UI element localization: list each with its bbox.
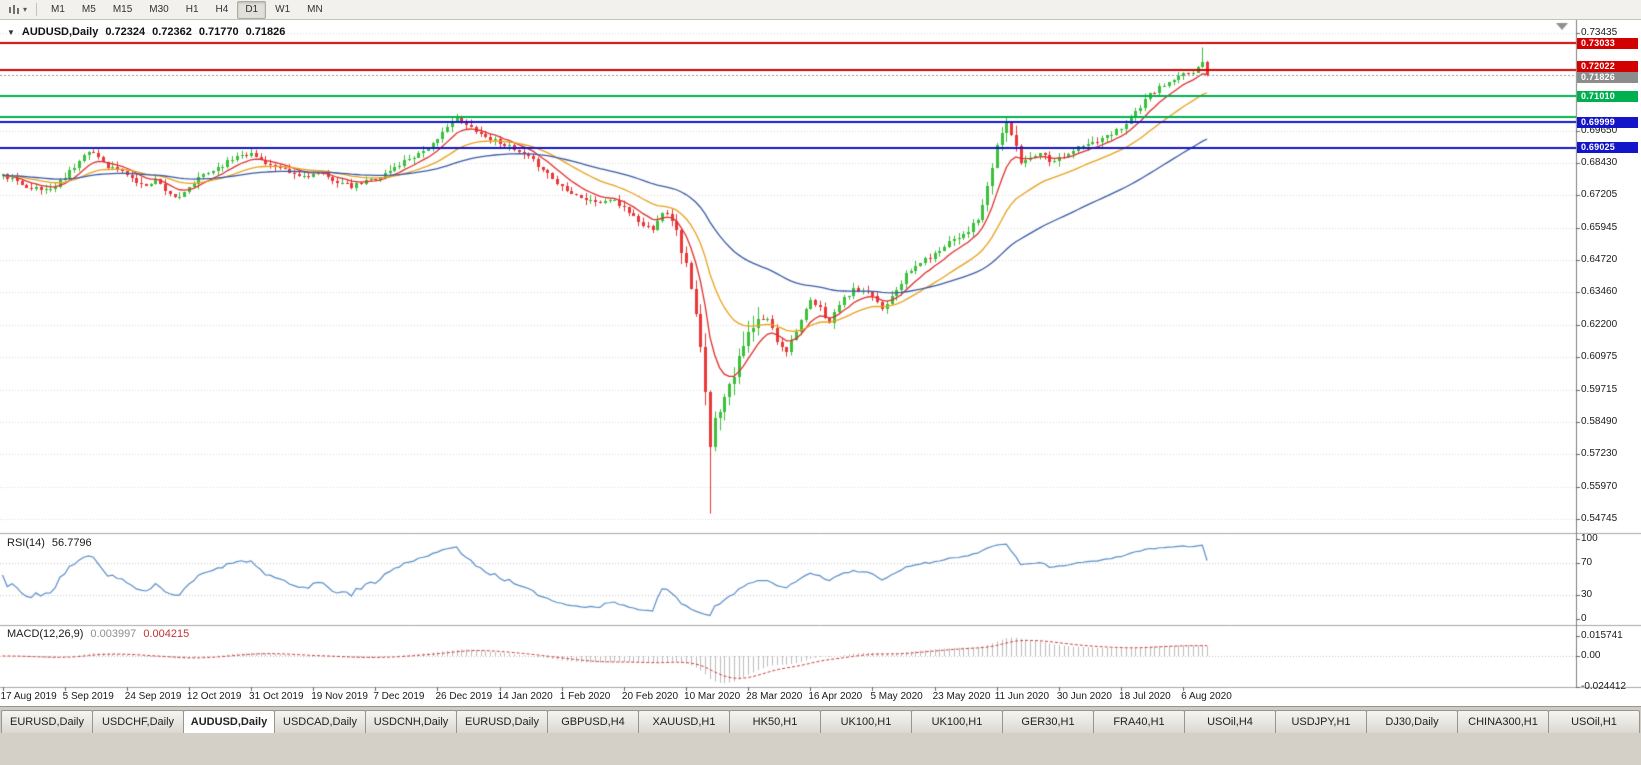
time-axis-label: 31 Oct 2019 (249, 691, 304, 702)
quote-close: 0.71826 (245, 26, 286, 38)
chart-tab-hk50-h1[interactable]: HK50,H1 (729, 710, 821, 733)
time-axis-label: 5 May 2020 (870, 691, 923, 702)
chart-tab-xauusd-h1[interactable]: XAUUSD,H1 (638, 710, 730, 733)
price-axis-tick: 0.64720 (1581, 253, 1618, 265)
chart-tab-fra40-h1[interactable]: FRA40,H1 (1093, 710, 1185, 733)
time-axis-label: 20 Feb 2020 (621, 691, 679, 702)
quote-line: ▼ AUDUSD,Daily 0.72324 0.72362 0.71770 0… (7, 26, 285, 38)
time-axis-label: 24 Sep 2019 (124, 691, 182, 702)
macd-axis-tick: -0.024412 (1581, 680, 1627, 692)
rsi-axis-tick: 30 (1581, 589, 1593, 600)
price-axis-tick: 0.73435 (1581, 27, 1618, 38)
price-axis-tick: 0.60975 (1581, 350, 1618, 362)
timeframe-button-w1[interactable]: W1 (275, 3, 291, 15)
time-axis-label: 14 Jan 2020 (497, 691, 553, 702)
chart-tab-uk100-h1[interactable]: UK100,H1 (820, 710, 912, 733)
time-axis-label: 18 Jul 2020 (1119, 691, 1171, 702)
timeframe-button-d1[interactable]: D1 (237, 0, 267, 19)
resistance-line-badge-0-73033[interactable]: 0.73033 (1577, 37, 1638, 49)
status-strip (0, 733, 1641, 765)
price-axis-tick: 0.58490 (1581, 415, 1618, 427)
rsi-value: 56.7796 (51, 537, 92, 549)
chart-tab-usdjpy-h1[interactable]: USDJPY,H1 (1275, 710, 1367, 733)
macd-title: MACD(12,26,9) (7, 628, 84, 640)
chart-tab-usdcnh-daily[interactable]: USDCNH,Daily (365, 710, 457, 733)
timeframe-button-mn[interactable]: MN (307, 3, 323, 15)
time-axis-label: 30 Jun 2020 (1056, 691, 1112, 702)
chart-tab-eurusd-daily[interactable]: EURUSD,Daily (456, 710, 548, 733)
macd-indicator-label: MACD(12,26,9) 0.003997 0.004215 (7, 628, 189, 640)
chart-tab-uk100-h1[interactable]: UK100,H1 (911, 710, 1003, 733)
chart-tab-usdchf-daily[interactable]: USDCHF,Daily (92, 710, 184, 733)
toolbar-separator (36, 3, 38, 16)
support-line-badge-0-69999[interactable]: 0.69999 (1577, 116, 1638, 128)
macd-signal-value: 0.004215 (143, 628, 190, 640)
timeframe-button-m30[interactable]: M30 (149, 3, 169, 15)
chart-tab-china300-h1[interactable]: CHINA300,H1 (1457, 710, 1549, 733)
time-axis-label: 1 Feb 2020 (559, 691, 611, 702)
macd-axis-tick: 0.015741 (1581, 630, 1623, 642)
timeframe-button-m1[interactable]: M1 (51, 3, 65, 15)
price-axis-tick: 0.59715 (1581, 383, 1618, 395)
timeframe-button-m5[interactable]: M5 (81, 3, 96, 15)
chart-tabbar: EURUSD,Daily USDCHF,Daily AUDUSD,Daily USDC… (0, 706, 1641, 733)
time-axis-label: 10 Mar 2020 (684, 691, 741, 702)
chart-tab-eurusd-daily[interactable]: EURUSD,Daily (1, 710, 93, 733)
timeframe-button-h1[interactable]: H1 (185, 3, 199, 15)
time-axis-label: 7 Dec 2019 (373, 691, 425, 702)
chart-type-icon[interactable]: ▾ (5, 3, 30, 17)
support-line-badge-0-69025[interactable]: 0.69025 (1577, 142, 1638, 154)
time-axis-label: 28 Mar 2020 (746, 691, 803, 702)
timeframe-button-m15[interactable]: M15 (112, 3, 133, 15)
chart-tab-audusd-daily[interactable]: AUDUSD,Daily (183, 710, 275, 733)
price-axis-tick: 0.68430 (1581, 157, 1618, 169)
rsi-axis-tick: 70 (1581, 557, 1593, 568)
chart-tab-ger30-h1[interactable]: GER30,H1 (1002, 710, 1094, 733)
price-axis-tick: 0.57230 (1581, 448, 1618, 460)
chart-tab-usoil-h4[interactable]: USOil,H4 (1184, 710, 1276, 733)
rsi-indicator-label: RSI(14) 56.7796 (7, 537, 92, 549)
bid-price-badge[interactable]: 0.71826 (1577, 72, 1638, 84)
macd-main-value: 0.003997 (90, 628, 137, 640)
time-axis-label: 12 Oct 2019 (186, 691, 242, 702)
time-axis-label: 6 Aug 2020 (1181, 691, 1232, 702)
chart-tab-usoil-h1[interactable]: USOil,H1 (1548, 710, 1640, 733)
rsi-axis-tick: 0 (1581, 613, 1587, 624)
support-line-badge-0-71010[interactable]: 0.71010 (1577, 90, 1638, 102)
time-axis-label: 11 Jun 2020 (994, 691, 1050, 702)
price-axis-tick: 0.63460 (1581, 286, 1618, 298)
price-axis-tick: 0.67205 (1581, 188, 1618, 200)
price-axis-tick: 0.55970 (1581, 481, 1618, 493)
timeframe-buttons: M1 M5 M15 M30 H1 H4 D1 W1 MN (43, 0, 331, 19)
chart-window: ▼ AUDUSD,Daily 0.72324 0.72362 0.71770 0… (0, 20, 1641, 706)
price-chart-canvas[interactable] (0, 20, 1641, 706)
quote-open: 0.72324 (105, 26, 146, 38)
time-axis-label: 17 Aug 2019 (0, 691, 57, 702)
mini-chart-icon (9, 4, 19, 14)
resistance-line-badge-0-72022[interactable]: 0.72022 (1577, 61, 1638, 73)
one-click-trading-toggle-icon[interactable]: ▼ (7, 27, 15, 37)
price-axis-tick: 0.69650 (1581, 125, 1618, 137)
time-axis-label: 19 Nov 2019 (311, 691, 368, 702)
time-axis-label: 5 Sep 2019 (62, 691, 114, 702)
timeframe-toolbar: ▾ M1 M5 M15 M30 H1 H4 D1 W1 MN (0, 0, 1641, 20)
timeframe-button-h4[interactable]: H4 (215, 3, 229, 15)
macd-axis-tick: 0.00 (1581, 650, 1601, 661)
quote-high: 0.72362 (152, 26, 192, 38)
chart-tab-usdcad-daily[interactable]: USDCAD,Daily (274, 710, 366, 733)
quote-low: 0.71770 (198, 26, 239, 38)
chart-symbol-label: AUDUSD,Daily (21, 26, 99, 38)
rsi-axis-tick: 100 (1581, 533, 1598, 544)
price-axis-tick: 0.54745 (1581, 512, 1618, 524)
time-axis-label: 23 May 2020 (932, 691, 991, 702)
chart-tab-dj30-daily[interactable]: DJ30,Daily (1366, 710, 1458, 733)
time-axis-label: 26 Dec 2019 (435, 691, 493, 702)
chevron-down-icon: ▾ (23, 4, 28, 14)
rsi-title: RSI(14) (7, 537, 45, 549)
price-axis-tick: 0.65945 (1581, 221, 1618, 233)
chart-tab-gbpusd-h4[interactable]: GBPUSD,H4 (547, 710, 639, 733)
price-axis-tick: 0.62200 (1581, 319, 1618, 331)
time-axis-label: 16 Apr 2020 (808, 691, 863, 702)
